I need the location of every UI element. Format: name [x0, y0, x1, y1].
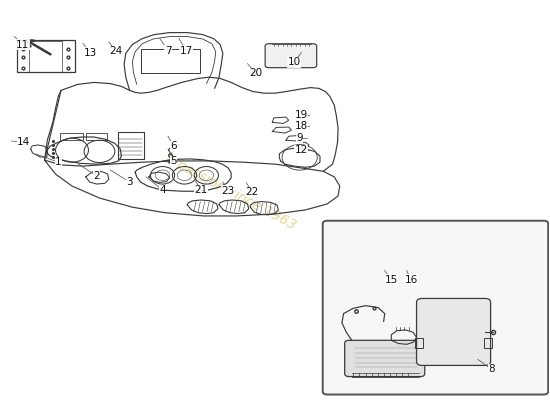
Text: 3: 3	[126, 177, 133, 187]
Text: 4: 4	[159, 185, 166, 195]
Text: 8: 8	[488, 364, 495, 374]
Text: 21: 21	[194, 185, 207, 195]
Text: 12: 12	[295, 145, 308, 155]
Bar	[17, 40, 75, 72]
FancyBboxPatch shape	[265, 44, 317, 68]
Text: 7: 7	[164, 46, 172, 56]
Text: 22: 22	[245, 187, 258, 197]
Bar	[86, 133, 107, 140]
Bar	[415, 338, 423, 348]
Text: 19: 19	[295, 110, 308, 120]
Text: 23: 23	[222, 186, 235, 196]
Text: 24: 24	[109, 46, 123, 56]
Text: 16: 16	[404, 275, 417, 285]
FancyBboxPatch shape	[323, 221, 548, 394]
FancyBboxPatch shape	[345, 340, 425, 376]
Bar	[118, 132, 144, 159]
Text: 11: 11	[16, 40, 29, 50]
Text: 2: 2	[94, 171, 100, 181]
Text: 18: 18	[295, 121, 308, 131]
Text: 1: 1	[55, 157, 62, 167]
Text: 14: 14	[17, 137, 30, 147]
Text: a passion since 1963: a passion since 1963	[163, 152, 299, 232]
Text: 6: 6	[170, 141, 177, 151]
Text: 15: 15	[384, 275, 398, 285]
Text: 17: 17	[179, 46, 192, 56]
Bar	[141, 49, 200, 73]
Text: 9: 9	[296, 133, 303, 143]
Text: 20: 20	[249, 68, 262, 78]
Bar	[484, 338, 492, 348]
FancyBboxPatch shape	[416, 298, 491, 366]
Text: 5: 5	[170, 156, 177, 166]
Bar	[60, 133, 83, 140]
Text: 13: 13	[84, 48, 97, 58]
Text: 10: 10	[288, 58, 301, 68]
